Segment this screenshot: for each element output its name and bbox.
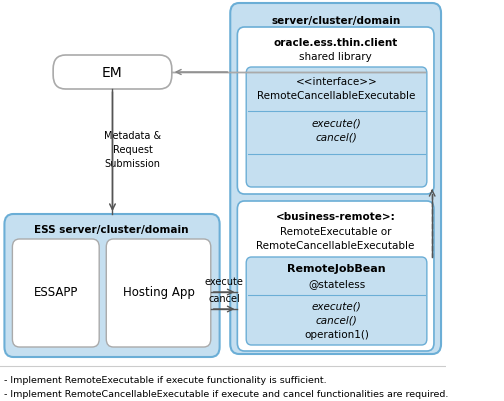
FancyBboxPatch shape bbox=[13, 239, 99, 347]
Text: ESSAPP: ESSAPP bbox=[34, 286, 78, 299]
Text: @stateless: @stateless bbox=[308, 278, 365, 288]
Text: ESS server/cluster/domain: ESS server/cluster/domain bbox=[34, 225, 189, 235]
Text: Hosting App: Hosting App bbox=[122, 286, 195, 299]
Text: cancel: cancel bbox=[208, 293, 240, 303]
FancyBboxPatch shape bbox=[106, 239, 211, 347]
Text: shared library: shared library bbox=[299, 52, 372, 62]
Text: execute(): execute() bbox=[311, 301, 361, 311]
FancyBboxPatch shape bbox=[246, 257, 427, 345]
FancyBboxPatch shape bbox=[237, 28, 434, 194]
FancyBboxPatch shape bbox=[237, 201, 434, 351]
Text: EM: EM bbox=[102, 66, 123, 80]
FancyBboxPatch shape bbox=[5, 215, 220, 357]
Text: RemoteJobBean: RemoteJobBean bbox=[287, 263, 386, 273]
Text: <<interface>>: <<interface>> bbox=[296, 77, 377, 87]
Text: <business-remote>:: <business-remote>: bbox=[276, 211, 396, 221]
FancyBboxPatch shape bbox=[246, 68, 427, 188]
FancyBboxPatch shape bbox=[230, 4, 441, 354]
Text: oracle.ess.thin.client: oracle.ess.thin.client bbox=[274, 38, 398, 48]
Text: RemoteExecutable or: RemoteExecutable or bbox=[280, 227, 392, 237]
Text: RemoteCancellableExecutable: RemoteCancellableExecutable bbox=[257, 241, 415, 250]
Text: cancel(): cancel() bbox=[316, 315, 357, 325]
Text: operation1(): operation1() bbox=[304, 329, 369, 339]
Text: - Implement RemoteExecutable if execute functionality is sufficient.: - Implement RemoteExecutable if execute … bbox=[5, 375, 327, 384]
Text: server/cluster/domain: server/cluster/domain bbox=[271, 16, 400, 26]
Text: Metadata &
Request
Submission: Metadata & Request Submission bbox=[104, 131, 161, 168]
Text: cancel(): cancel() bbox=[316, 133, 357, 143]
Text: - Implement RemoteCancellableExecutable if execute and cancel functionalities ar: - Implement RemoteCancellableExecutable … bbox=[5, 389, 449, 398]
Text: execute: execute bbox=[205, 276, 243, 286]
FancyBboxPatch shape bbox=[53, 56, 172, 90]
Text: RemoteCancellableExecutable: RemoteCancellableExecutable bbox=[258, 91, 416, 101]
Text: execute(): execute() bbox=[311, 118, 361, 128]
